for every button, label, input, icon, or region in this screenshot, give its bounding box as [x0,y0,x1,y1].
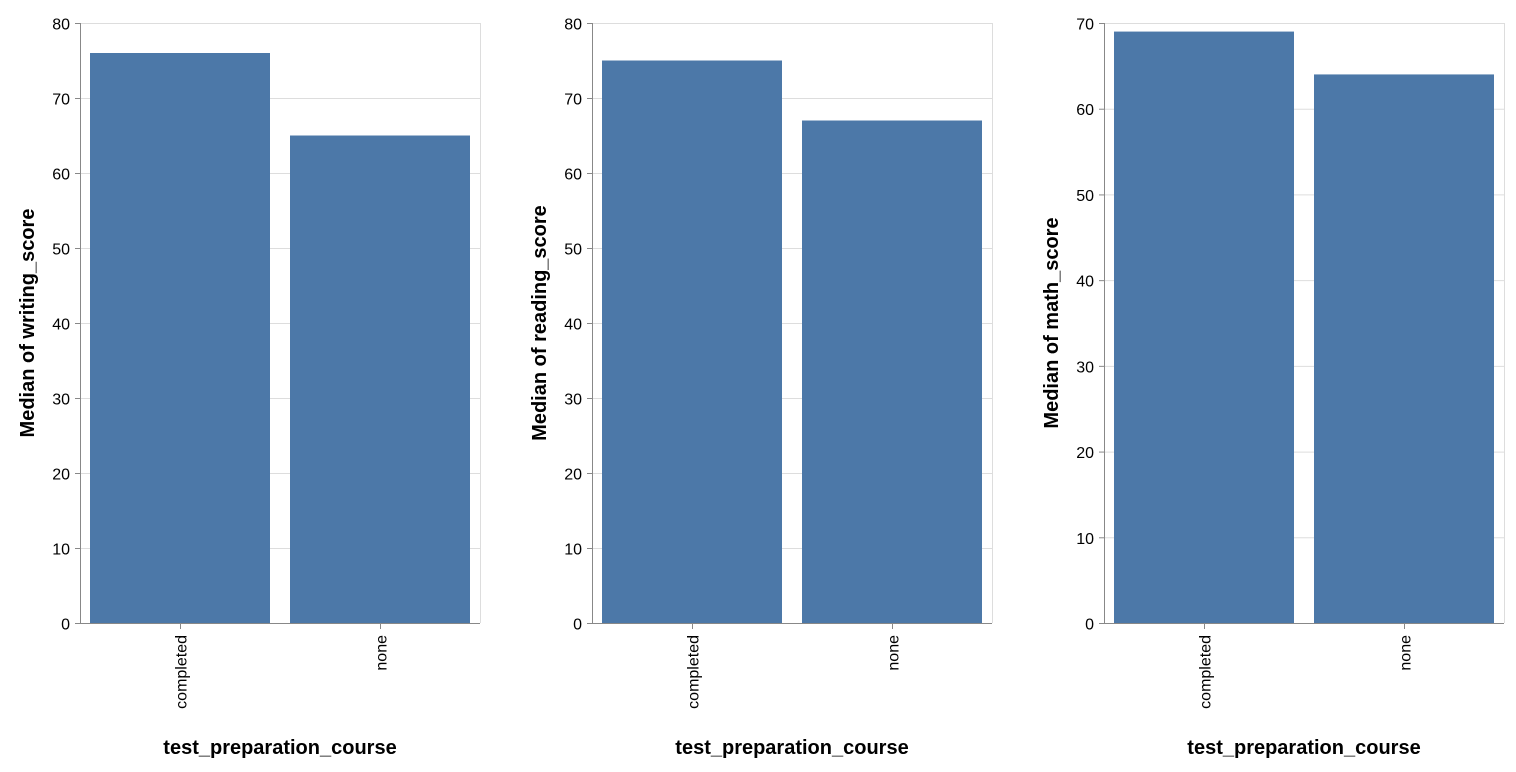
y-tick-label: 0 [1085,617,1094,634]
x-axis-title: test_preparation_course [675,737,908,759]
y-tick-label: 0 [61,617,70,634]
y-tick-label: 50 [564,242,582,259]
y-tick-label: 40 [1076,274,1094,291]
y-tick-label: 20 [1076,445,1094,462]
y-tick-label: 30 [564,392,582,409]
y-tick-label: 50 [52,242,70,259]
chart-panel-0: 0 10 20 30 40 50 60 70 80 completed none test_prepa… [17,17,481,759]
y-tick-label: 60 [564,167,582,184]
y-tick-label: 80 [52,17,70,34]
chart-panel-1: 0 10 20 30 40 50 60 70 80 completed none test_prepa… [529,17,993,759]
x-axis-title: test_preparation_course [1187,737,1420,759]
x-axis-title: test_preparation_course [163,737,396,759]
x-tick-label-completed: completed [1198,635,1215,709]
bar-completed [90,53,270,623]
y-tick-label: 60 [1076,102,1094,119]
y-tick-label: 10 [564,542,582,559]
y-tick-label: 0 [573,617,582,634]
y-tick-label: 70 [52,92,70,109]
bar-completed [1114,31,1294,624]
y-tick-label: 20 [52,467,70,484]
bar-none [1314,74,1494,623]
y-tick-label: 30 [1076,359,1094,376]
y-tick-label: 50 [1076,188,1094,205]
x-tick-label-none: none [374,635,391,671]
y-tick-label: 20 [564,467,582,484]
y-tick-label: 40 [52,317,70,334]
x-tick-label-completed: completed [686,635,703,709]
y-axis-title: Median of reading_score [529,205,551,441]
bar-completed [602,60,782,623]
chart-panel-2: 0 10 20 30 40 50 60 70 completed none test_prepara… [1041,17,1505,759]
y-tick-label: 30 [52,392,70,409]
x-tick-label-none: none [1398,635,1415,671]
bar-none [290,135,470,623]
y-axis-title: Median of math_score [1041,217,1063,428]
y-axis-title: Median of writing_score [17,209,39,438]
y-tick-label: 60 [52,167,70,184]
y-tick-label: 40 [564,317,582,334]
y-tick-label: 80 [564,17,582,34]
x-tick-label-none: none [886,635,903,671]
y-tick-label: 10 [52,542,70,559]
y-tick-label: 10 [1076,531,1094,548]
y-tick-label: 70 [564,92,582,109]
y-tick-label: 70 [1076,17,1094,34]
x-tick-label-completed: completed [174,635,191,709]
bar-none [802,120,982,623]
